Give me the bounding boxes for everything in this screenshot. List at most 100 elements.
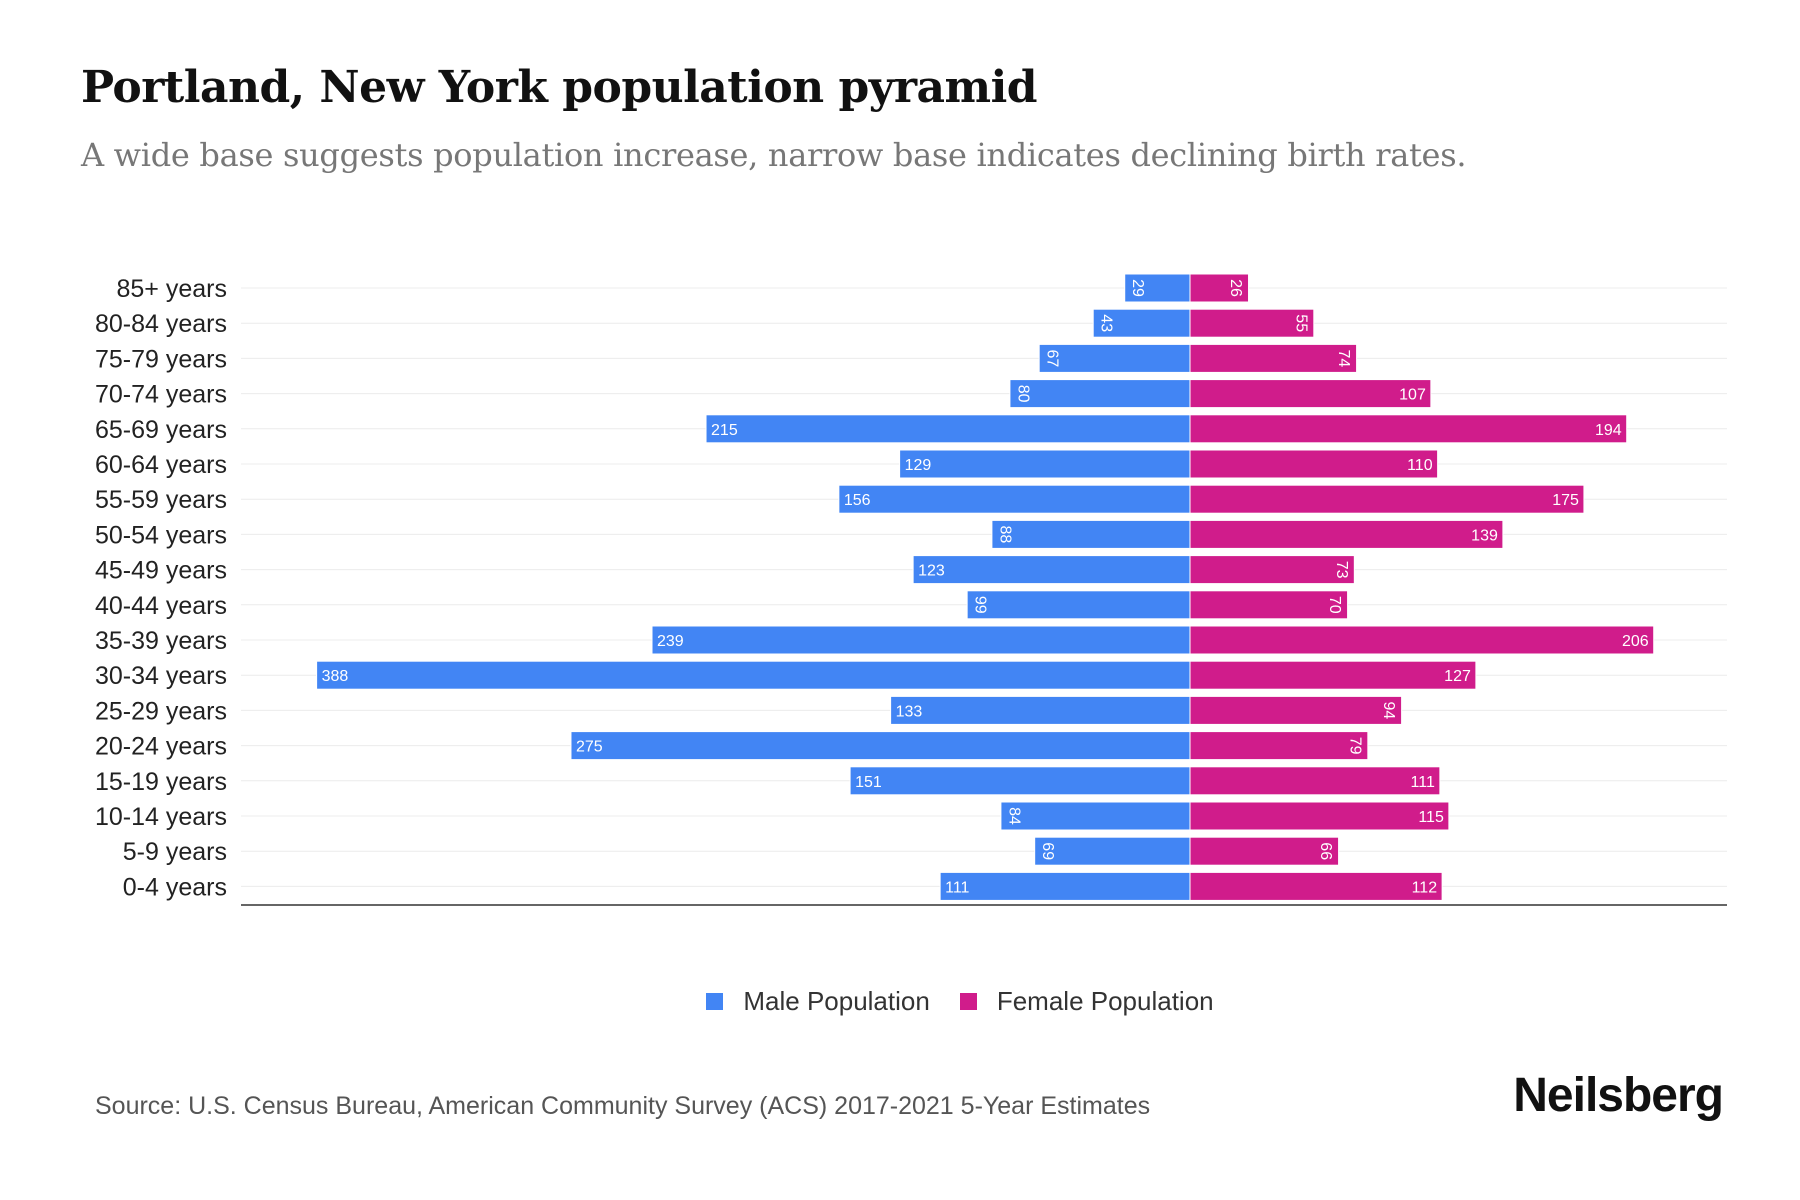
data-label-male: 69 bbox=[1039, 842, 1056, 860]
data-label-female: 206 bbox=[1622, 633, 1649, 650]
data-label-male: 29 bbox=[1129, 279, 1146, 297]
legend-item-female[interactable]: Female Population bbox=[959, 986, 1214, 1017]
bar-male bbox=[1038, 343, 1191, 373]
y-tick-label: 0-4 years bbox=[123, 873, 227, 901]
y-tick-label: 35-39 years bbox=[95, 627, 227, 655]
data-label-female: 139 bbox=[1471, 527, 1498, 544]
bar-female bbox=[1189, 273, 1250, 303]
data-label-male: 67 bbox=[1044, 350, 1061, 368]
bar-male bbox=[1009, 379, 1191, 409]
data-label-female: 107 bbox=[1399, 387, 1426, 404]
data-label-female: 111 bbox=[1411, 774, 1435, 791]
bar-male bbox=[912, 555, 1191, 585]
data-label-male: 43 bbox=[1098, 314, 1115, 332]
neilsberg-logo: Neilsberg bbox=[1513, 1069, 1724, 1122]
legend-label-male: Male Population bbox=[743, 986, 930, 1016]
y-tick-label: 10-14 years bbox=[95, 803, 227, 831]
bar-female bbox=[1189, 836, 1340, 866]
y-tick-label: 80-84 years bbox=[95, 310, 227, 338]
bar-female bbox=[1189, 449, 1439, 479]
bar-male bbox=[570, 731, 1191, 761]
legend-item-male[interactable]: Male Population bbox=[706, 986, 930, 1017]
bar-female bbox=[1189, 555, 1355, 585]
bar-male bbox=[651, 625, 1191, 655]
data-label-male: 88 bbox=[996, 526, 1013, 544]
data-label-male: 80 bbox=[1014, 385, 1031, 403]
data-label-male: 129 bbox=[905, 457, 932, 474]
bar-male bbox=[991, 519, 1191, 549]
bar-male bbox=[705, 414, 1191, 444]
y-tick-label: 15-19 years bbox=[95, 768, 227, 796]
data-label-female: 115 bbox=[1418, 809, 1444, 826]
data-label-male: 388 bbox=[322, 668, 349, 685]
bar-female bbox=[1189, 590, 1349, 620]
y-tick-label: 5-9 years bbox=[123, 838, 227, 866]
data-label-female: 175 bbox=[1552, 492, 1579, 509]
chart-title: Portland, New York population pyramid bbox=[81, 62, 1038, 113]
bar-female bbox=[1189, 308, 1315, 338]
bar-female bbox=[1189, 414, 1628, 444]
data-label-female: 127 bbox=[1444, 668, 1471, 685]
data-label-female: 66 bbox=[1317, 842, 1334, 860]
y-tick-label: 65-69 years bbox=[95, 416, 227, 444]
bar-female bbox=[1189, 801, 1450, 831]
y-tick-label: 45-49 years bbox=[95, 557, 227, 585]
data-label-female: 79 bbox=[1346, 737, 1363, 755]
y-tick-label: 70-74 years bbox=[95, 381, 227, 409]
data-label-male: 275 bbox=[576, 739, 603, 756]
y-tick-label: 30-34 years bbox=[95, 662, 227, 690]
data-label-female: 73 bbox=[1333, 561, 1350, 579]
data-label-female: 94 bbox=[1380, 702, 1397, 720]
bar-male bbox=[838, 484, 1191, 514]
bar-male bbox=[1034, 836, 1191, 866]
data-label-female: 112 bbox=[1412, 879, 1438, 896]
legend-swatch-male bbox=[706, 993, 724, 1010]
bar-female bbox=[1189, 343, 1358, 373]
data-label-male: 215 bbox=[711, 422, 738, 439]
data-label-male: 111 bbox=[945, 879, 969, 896]
data-label-female: 70 bbox=[1326, 596, 1343, 614]
data-label-male: 84 bbox=[1005, 807, 1022, 825]
data-label-male: 123 bbox=[918, 563, 945, 580]
data-label-male: 133 bbox=[896, 703, 923, 720]
data-label-female: 55 bbox=[1292, 314, 1309, 332]
bar-female bbox=[1189, 731, 1369, 761]
legend: Male Population Female Population bbox=[0, 986, 1800, 1017]
data-label-female: 74 bbox=[1335, 350, 1352, 368]
y-tick-label: 25-29 years bbox=[95, 697, 227, 725]
source-note: Source: U.S. Census Bureau, American Com… bbox=[95, 1092, 1151, 1120]
y-tick-label: 85+ years bbox=[117, 275, 228, 303]
bar-female bbox=[1189, 484, 1585, 514]
y-tick-label: 75-79 years bbox=[95, 345, 227, 373]
bar-female bbox=[1189, 871, 1443, 901]
data-label-male: 99 bbox=[972, 596, 989, 614]
data-label-female: 26 bbox=[1227, 279, 1244, 297]
bar-male bbox=[316, 660, 1191, 690]
bar-female bbox=[1189, 625, 1655, 655]
bar-male bbox=[939, 871, 1191, 901]
bar-female bbox=[1189, 379, 1432, 409]
data-label-female: 110 bbox=[1407, 457, 1433, 474]
bar-male bbox=[1124, 273, 1191, 303]
legend-swatch-female bbox=[959, 993, 977, 1010]
y-tick-label: 60-64 years bbox=[95, 451, 227, 479]
bar-female bbox=[1189, 660, 1477, 690]
chart-subtitle: A wide base suggests population increase… bbox=[81, 136, 1467, 174]
legend-label-female: Female Population bbox=[996, 986, 1214, 1016]
bar-female bbox=[1189, 695, 1403, 725]
y-tick-label: 50-54 years bbox=[95, 521, 227, 549]
bar-male bbox=[1000, 801, 1191, 831]
bar-male bbox=[849, 766, 1191, 796]
bar-female bbox=[1189, 519, 1504, 549]
bar-male bbox=[899, 449, 1191, 479]
y-tick-label: 20-24 years bbox=[95, 733, 227, 761]
y-tick-label: 55-59 years bbox=[95, 486, 227, 514]
bar-female bbox=[1189, 766, 1441, 796]
y-tick-label: 40-44 years bbox=[95, 592, 227, 620]
bar-male bbox=[966, 590, 1191, 620]
data-label-male: 239 bbox=[657, 633, 684, 650]
data-label-male: 156 bbox=[844, 492, 871, 509]
bar-male bbox=[890, 695, 1191, 725]
data-label-male: 151 bbox=[855, 774, 882, 791]
